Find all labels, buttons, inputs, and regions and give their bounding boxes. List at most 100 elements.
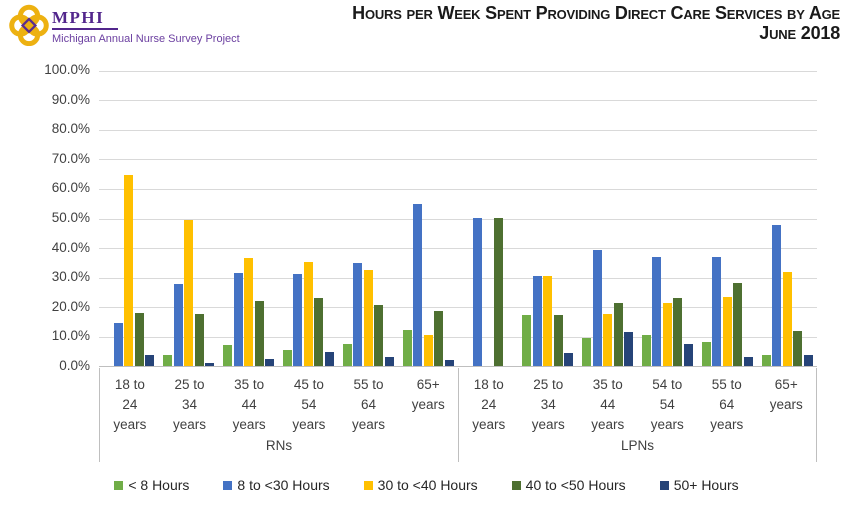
bar-rns-25-to-34-years-40-to-50-hours [194,314,204,366]
bar-rns-65+-years-50+-hours [444,359,454,366]
bar-lpns-55-to-64-years-30-to-40-hours [722,297,732,366]
bar-rns-65+-years-8-hours [402,330,412,366]
bar-lpns-35-to-44-years-8-to-30-hours [592,250,602,366]
bar-rns-35-to-44-years-40-to-50-hours [254,300,264,366]
gridline-40pct [99,248,817,250]
bar-lpns-54-to-54-years-50+-hours [683,344,693,366]
y-tick-label-20: 20.0% [51,298,90,314]
bar-group-rns-55-to-64-years [338,71,398,366]
y-tick-label-80: 80.0% [51,121,90,137]
section-label-lpns: LPNs [620,438,654,453]
bar-group-rns-18-to-24-years [99,71,159,366]
bar-lpns-25-to-34-years-30-to-40-hours [543,276,553,366]
bar-rns-45-to-54-years-50+-hours [324,352,334,366]
bar-rns-18-to-24-years-40-to-50-hours [134,312,144,366]
x-tick-label-lpns-25-to-34-years: 25 to 34 years [531,377,565,432]
bar-rns-35-to-44-years-30-to-40-hours [244,258,254,366]
x-tick-label-rns-35-to-44-years: 35 to 44 years [232,377,266,432]
bar-lpns-54-to-54-years-30-to-40-hours [662,303,672,366]
category-label-row-lpns: 18 to 24 years 25 to 34 years 35 to 44 years 54 t… [459,368,816,435]
x-tick-label-rns-25-to-34-years: 25 to 34 years [173,377,207,432]
x-tick-label-rns-45-to-54-years: 45 to 54 years [292,377,326,432]
bar-lpns-54-to-54-years-8-to-30-hours [652,257,662,366]
legend-swatch-50+-hours [659,480,669,490]
bar-rns-25-to-34-years-30-to-40-hours [184,219,194,366]
bar-rns-45-to-54-years-8-to-30-hours [293,273,303,366]
legend-swatch-40-to-50-hours [511,480,521,490]
bar-lpns-55-to-64-years-8-to-30-hours [712,256,722,366]
bar-rns-45-to-54-years-30-to-40-hours [303,262,313,366]
y-tick-label-70: 70.0% [51,150,90,166]
logo-text: MPHI Michigan Annual Nurse Survey Projec… [52,4,240,45]
bar-group-lpns-35-to-44-years [578,71,638,366]
bar-rns-35-to-44-years-8-hours [223,345,233,366]
mphi-knot-icon [9,4,49,46]
x-tick-label-lpns-54-to-54-years: 54 to 54 years [650,377,684,432]
x-tick-label-rns-18-to-24-years: 18 to 24 years [113,377,147,432]
plot-section-lpns [458,71,817,366]
bar-rns-25-to-34-years-8-hours [163,355,173,366]
bar-group-lpns-25-to-34-years [518,71,578,366]
legend-item-8-hours: < 8 Hours [114,477,189,493]
bar-lpns-35-to-44-years-50+-hours [624,332,634,366]
bar-group-lpns-18-to-24-years [458,71,518,366]
gridline-10pct [99,336,817,338]
legend-swatch-8-hours [114,480,124,490]
bar-lpns-18-to-24-years-8-to-30-hours [472,218,482,366]
bar-rns-18-to-24-years-8-to-30-hours [113,322,123,366]
bar-lpns-54-to-54-years-40-to-50-hours [673,297,683,366]
gridline-50pct [99,218,817,220]
bar-rns-65+-years-40-to-50-hours [434,311,444,366]
bar-lpns-18-to-24-years-40-to-50-hours [493,218,503,366]
gridline-30pct [99,277,817,279]
plot-section-rns [99,71,458,366]
bar-group-rns-35-to-44-years [219,71,279,366]
bar-lpns-25-to-34-years-8-to-30-hours [532,276,542,366]
bar-group-lpns-65+-years [757,71,817,366]
bar-lpns-55-to-64-years-50+-hours [743,357,753,366]
y-tick-label-0: 0.0% [59,358,90,373]
chart-date: June 2018 [759,22,840,43]
bar-rns-25-to-34-years-50+-hours [205,363,215,366]
bar-lpns-25-to-34-years-40-to-50-hours [553,314,563,366]
legend-label-30-to-40-hours: 30 to <40 Hours [377,477,478,493]
bar-group-lpns-54-to-54-years [637,71,697,366]
bar-rns-18-to-24-years-30-to-40-hours [124,175,134,366]
bar-rns-55-to-64-years-8-hours [342,343,352,366]
bar-lpns-65+-years-8-to-30-hours [772,224,782,366]
bar-group-rns-45-to-54-years [278,71,338,366]
bar-rns-55-to-64-years-8-to-30-hours [353,262,363,366]
legend-label-40-to-50-hours: 40 to <50 Hours [525,477,626,493]
x-tick-label-lpns-18-to-24-years: 18 to 24 years [472,377,506,432]
axis-section-lpns: 18 to 24 years 25 to 34 years 35 to 44 years 54 t… [458,368,817,462]
bar-group-lpns-55-to-64-years [697,71,757,366]
category-label-row-rns: 18 to 24 years 25 to 34 years 35 to 44 years 45 t… [100,368,458,435]
bar-group-rns-65+-years [398,71,458,366]
y-tick-label-60: 60.0% [51,180,90,196]
bar-group-rns-25-to-34-years [159,71,219,366]
mphi-logo: MPHI Michigan Annual Nurse Survey Projec… [9,4,240,46]
x-tick-label-lpns-35-to-44-years: 35 to 44 years [591,377,625,432]
bar-lpns-65+-years-30-to-40-hours [782,271,792,366]
legend-label-8-hours: < 8 Hours [128,477,190,493]
y-tick-label-10: 10.0% [51,328,90,344]
gridline-20pct [99,307,817,309]
bar-rns-18-to-24-years-50+-hours [145,355,155,366]
bar-lpns-55-to-64-years-40-to-50-hours [733,283,743,366]
legend-label-8-to-30-hours: 8 to <30 Hours [237,477,330,493]
bar-lpns-65+-years-40-to-50-hours [793,331,803,366]
bar-lpns-54-to-54-years-8-hours [641,334,651,366]
bar-lpns-35-to-44-years-40-to-50-hours [613,303,623,366]
x-axis: 18 to 24 years 25 to 34 years 35 to 44 years 45 t… [99,368,817,462]
bar-lpns-35-to-44-years-30-to-40-hours [603,313,613,366]
x-tick-label-lpns-65+-years: 65+ years [769,377,803,412]
logo-acronym: MPHI [52,8,119,30]
gridline-100pct [99,70,817,72]
bar-lpns-55-to-64-years-8-hours [701,341,711,366]
gridline-70pct [99,159,817,161]
gridline-80pct [99,129,817,131]
y-tick-label-30: 30.0% [51,269,90,285]
bar-rns-25-to-34-years-8-to-30-hours [173,283,183,366]
bar-lpns-25-to-34-years-8-hours [522,314,532,366]
y-tick-label-50: 50.0% [51,210,90,225]
